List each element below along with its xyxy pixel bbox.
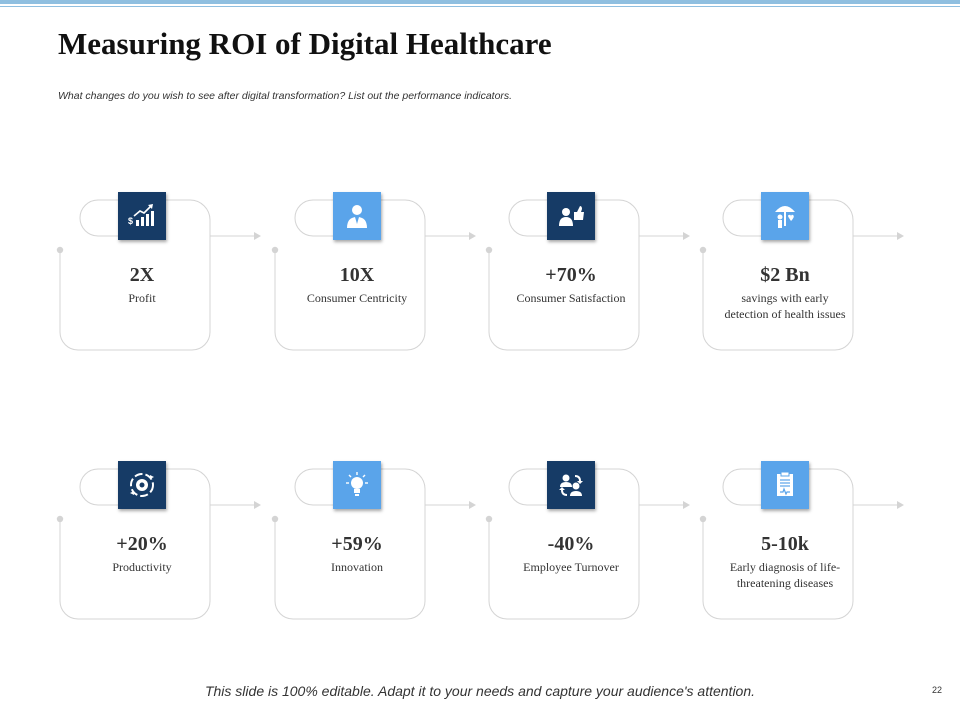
kpi-card: $ 2X Profit — [56, 192, 300, 354]
kpi-value: 5-10k — [761, 533, 809, 555]
kpi-card: +59% Innovation — [271, 461, 515, 623]
page-subtitle: What changes do you wish to see after di… — [58, 90, 513, 102]
kpi-card: 5-10k Early diagnosis of life-threatenin… — [699, 461, 943, 623]
clipboard-report-icon — [761, 461, 809, 509]
card-outline — [485, 468, 690, 620]
svg-text:$: $ — [128, 216, 133, 226]
kpi-value: -40% — [547, 533, 595, 555]
card-outline — [271, 468, 476, 620]
card-outline — [485, 199, 690, 351]
card-outline — [56, 468, 261, 620]
card-outline — [699, 468, 904, 620]
gear-cycle-icon — [118, 461, 166, 509]
kpi-card: +20% Productivity — [56, 461, 300, 623]
kpi-value: 2X — [129, 264, 155, 286]
kpi-label: Early diagnosis of life-threatening dise… — [729, 560, 841, 590]
revenue-growth-icon: $ — [118, 192, 166, 240]
employee-exchange-icon — [547, 461, 595, 509]
kpi-label: Productivity — [112, 560, 172, 574]
kpi-label: Profit — [128, 291, 156, 305]
kpi-card: $2 Bn savings with early detection of he… — [699, 192, 943, 354]
umbrella-protection-icon — [761, 192, 809, 240]
kpi-value: +59% — [331, 533, 383, 555]
kpi-value: +20% — [116, 533, 168, 555]
consumer-icon — [333, 192, 381, 240]
kpi-value: 10X — [339, 264, 375, 286]
card-outline — [699, 199, 904, 351]
kpi-card: 10X Consumer Centricity — [271, 192, 515, 354]
footer-note: This slide is 100% editable. Adapt it to… — [204, 683, 756, 699]
kpi-card: +70% Consumer Satisfaction — [485, 192, 729, 354]
card-outline — [271, 199, 476, 351]
kpi-label: Consumer Centricity — [306, 291, 408, 305]
page-title: Measuring ROI of Digital Healthcare — [58, 26, 552, 61]
top-accent-line — [0, 6, 960, 7]
top-accent-bar — [0, 0, 960, 4]
lightbulb-icon — [333, 461, 381, 509]
kpi-card: -40% Employee Turnover — [485, 461, 729, 623]
card-outline — [56, 199, 261, 351]
kpi-label: Employee Turnover — [523, 560, 619, 574]
kpi-value: $2 Bn — [760, 264, 810, 286]
page-number: 22 — [932, 685, 943, 695]
kpi-label: Consumer Satisfaction — [516, 291, 626, 305]
thumbs-up-people-icon — [547, 192, 595, 240]
kpi-label: savings with early detection of health i… — [724, 291, 846, 321]
kpi-value: +70% — [545, 264, 597, 286]
kpi-label: Innovation — [331, 560, 383, 574]
